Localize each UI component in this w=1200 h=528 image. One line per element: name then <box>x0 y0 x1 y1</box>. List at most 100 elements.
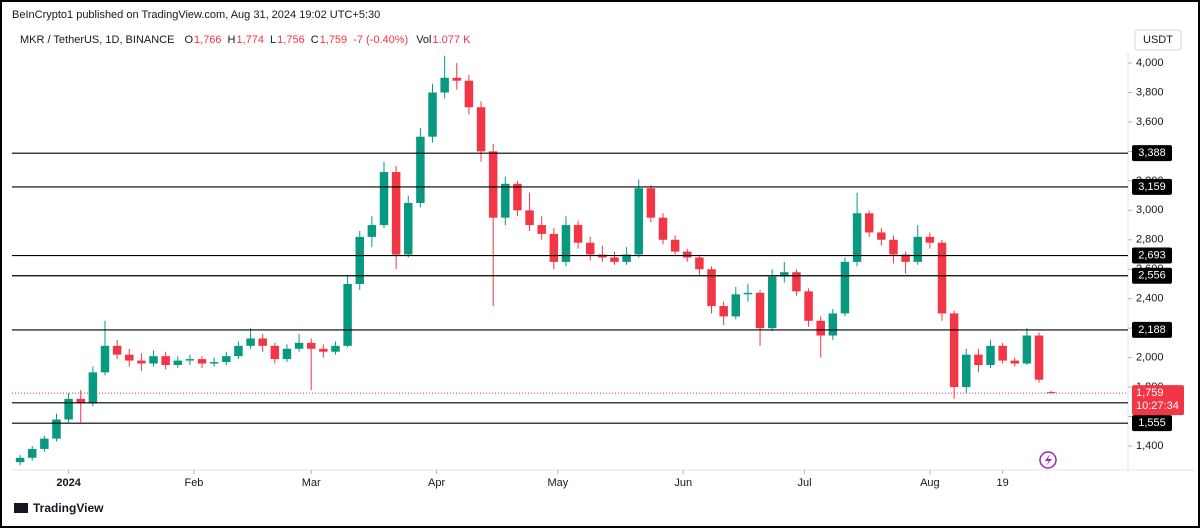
candle <box>561 216 571 267</box>
candle-body <box>258 338 267 346</box>
level-label: 2,556 <box>1138 270 1166 282</box>
legend-value: 1,756 <box>277 34 305 46</box>
candle <box>949 310 959 399</box>
candle-body <box>695 257 704 270</box>
candle-body <box>585 242 595 255</box>
candle-body <box>719 306 728 317</box>
legend-key: L <box>270 34 276 46</box>
candle-body <box>816 320 825 336</box>
candle-body <box>937 242 947 314</box>
currency-box[interactable] <box>1134 29 1182 51</box>
candle <box>15 454 25 466</box>
candle <box>306 338 316 391</box>
candle-body <box>416 136 425 203</box>
candle <box>670 235 680 255</box>
candle <box>549 228 559 270</box>
y-tick-label: 1,400 <box>1136 440 1164 452</box>
candle <box>379 161 389 229</box>
level-label: 3,159 <box>1138 181 1166 193</box>
candle-body <box>792 272 801 292</box>
candle-body <box>404 202 413 255</box>
candle <box>840 257 850 317</box>
candle-body <box>658 217 668 240</box>
legend-volume: 1.077 K <box>433 34 472 46</box>
x-tick-label: Aug <box>920 477 940 489</box>
candle-body <box>610 257 619 262</box>
candle-body <box>707 269 716 307</box>
candle-body <box>913 236 922 262</box>
candle-body <box>513 183 522 211</box>
candle-body <box>331 345 340 352</box>
candle <box>658 213 668 245</box>
candle-body <box>646 188 656 218</box>
candle <box>998 342 1007 364</box>
legend-key: C <box>311 34 319 46</box>
candle-body <box>197 359 207 364</box>
candle <box>585 236 595 261</box>
candle-body <box>355 236 364 284</box>
candle <box>913 225 922 265</box>
candle <box>695 254 704 276</box>
candle <box>149 350 158 367</box>
candle <box>852 192 862 267</box>
candle-body <box>840 261 850 314</box>
candle <box>246 328 255 349</box>
footer: TradingView <box>33 501 104 515</box>
candle-body <box>234 345 243 357</box>
candle <box>76 390 85 423</box>
candle-body <box>804 291 813 321</box>
candle <box>488 144 498 307</box>
legend-value: 1,774 <box>237 34 265 46</box>
candle <box>197 356 207 368</box>
last-price-box <box>1132 385 1184 416</box>
candle-body <box>282 348 292 360</box>
candle <box>986 339 995 368</box>
candle <box>864 210 874 237</box>
legend-key: O <box>184 34 193 46</box>
candle-body <box>573 225 583 243</box>
logo-mark <box>14 503 28 513</box>
x-tick-label: Jul <box>797 477 811 489</box>
candle <box>719 301 728 326</box>
candle <box>1010 357 1020 367</box>
candle-body <box>877 232 886 240</box>
candle-body <box>683 251 692 258</box>
candle-body <box>52 419 61 439</box>
candle-body <box>537 225 546 234</box>
candle-body <box>549 233 559 262</box>
legend-key: H <box>228 34 236 46</box>
lightning-icon[interactable] <box>1039 451 1057 469</box>
candle-body <box>100 345 110 373</box>
candle <box>707 266 716 314</box>
candle <box>258 334 267 352</box>
x-tick-label: May <box>547 477 568 489</box>
level-label-box <box>1132 145 1172 162</box>
candle <box>646 185 656 223</box>
candle-body <box>161 356 170 365</box>
y-tick-label: 3,000 <box>1136 204 1164 216</box>
candle <box>209 357 219 367</box>
candle-body <box>731 294 741 317</box>
candle <box>173 356 183 368</box>
candle-body <box>185 359 195 361</box>
candle-body <box>40 438 49 449</box>
candle-body <box>780 272 789 277</box>
candle-body <box>1022 335 1032 364</box>
candle-body <box>15 457 25 463</box>
candle <box>234 341 243 360</box>
candle-body <box>1034 335 1044 380</box>
candle-body <box>209 362 219 364</box>
candle <box>634 179 643 258</box>
candle-body <box>1010 360 1020 364</box>
x-tick-label: 2024 <box>56 477 81 489</box>
candle <box>112 339 122 360</box>
candle-body <box>634 188 643 255</box>
candle-body <box>828 313 838 336</box>
candle-body <box>1046 392 1056 394</box>
y-tick-label: 2,800 <box>1136 234 1164 246</box>
candle-body <box>246 338 255 346</box>
candle-body <box>488 151 498 218</box>
candle-body <box>901 254 910 262</box>
